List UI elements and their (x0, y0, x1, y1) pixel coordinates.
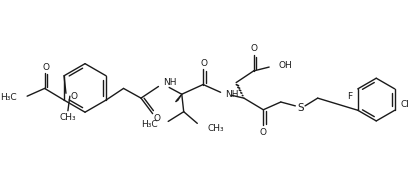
Text: NH: NH (163, 78, 177, 87)
Text: O: O (153, 114, 160, 123)
Text: F: F (347, 92, 352, 101)
Text: O: O (71, 92, 78, 101)
Text: O: O (250, 44, 257, 53)
Text: CH₃: CH₃ (207, 124, 224, 133)
Text: Cl: Cl (400, 100, 410, 109)
Text: O: O (201, 59, 208, 68)
Text: H₃C: H₃C (0, 93, 16, 102)
Text: O: O (42, 63, 49, 71)
Text: S: S (297, 103, 303, 113)
Text: NH: NH (225, 90, 239, 99)
Text: H₃C: H₃C (141, 120, 158, 129)
Text: OH: OH (279, 61, 293, 70)
Text: CH₃: CH₃ (60, 113, 76, 122)
Text: O: O (260, 128, 267, 137)
